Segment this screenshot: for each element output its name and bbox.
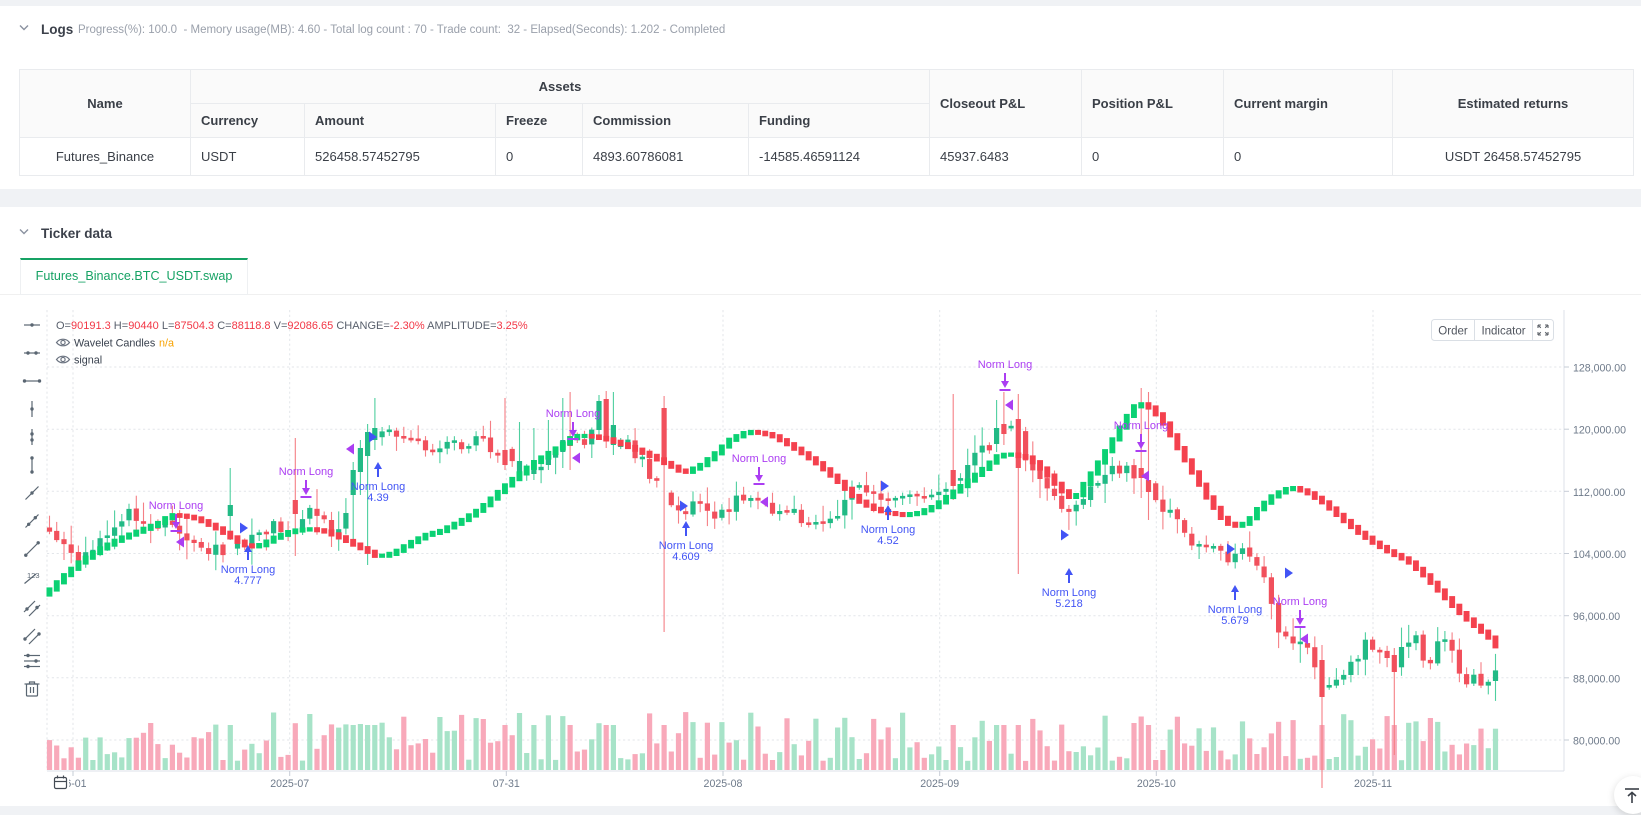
svg-text:Order: Order [1438,326,1468,338]
svg-text:2025-09: 2025-09 [920,778,959,790]
svg-text:signal: signal [74,355,102,367]
svg-text:Norm Long: Norm Long [546,408,600,420]
svg-text:O=90191.3 H=90440 L=87504.3 C=: O=90191.3 H=90440 L=87504.3 C=88118.8 V=… [56,320,528,332]
svg-text:Norm Long: Norm Long [1273,596,1327,608]
svg-text:4.52: 4.52 [877,535,898,547]
svg-text:Norm Long: Norm Long [1114,420,1168,432]
svg-text:Wavelet Candles: Wavelet Candles [74,338,156,350]
svg-text:Norm Long: Norm Long [978,359,1032,371]
svg-text:88,000.00: 88,000.00 [1573,673,1620,685]
svg-text:5.679: 5.679 [1221,615,1249,627]
svg-text:Norm Long: Norm Long [659,540,713,552]
svg-text:4.777: 4.777 [234,575,262,587]
svg-text:Norm Long: Norm Long [1042,587,1096,599]
svg-text:5.218: 5.218 [1055,598,1083,610]
svg-text:128,000.00: 128,000.00 [1573,363,1626,375]
svg-text:123: 123 [27,571,40,580]
svg-text:104,000.00: 104,000.00 [1573,549,1626,561]
svg-text:2025-07: 2025-07 [270,778,309,790]
svg-text:80,000.00: 80,000.00 [1573,736,1620,748]
svg-text:Norm Long: Norm Long [221,564,275,576]
svg-text:120,000.00: 120,000.00 [1573,425,1626,437]
svg-text:07-31: 07-31 [493,778,520,790]
svg-text:2025-08: 2025-08 [704,778,743,790]
svg-text:4.39: 4.39 [367,492,388,504]
svg-text:Norm Long: Norm Long [351,481,405,493]
svg-text:96,000.00: 96,000.00 [1573,611,1620,623]
svg-text:Norm Long: Norm Long [149,500,203,512]
svg-text:Norm Long: Norm Long [861,524,915,536]
svg-text:Norm Long: Norm Long [1208,604,1262,616]
svg-text:Norm Long: Norm Long [732,453,786,465]
svg-text:n/a: n/a [159,338,174,350]
svg-text:2025-10: 2025-10 [1137,778,1176,790]
svg-text:Norm Long: Norm Long [279,466,333,478]
svg-text:4.609: 4.609 [672,551,700,563]
svg-text:112,000.00: 112,000.00 [1573,487,1625,499]
svg-text:Indicator: Indicator [1481,326,1525,338]
svg-text:2025-11: 2025-11 [1354,778,1392,790]
